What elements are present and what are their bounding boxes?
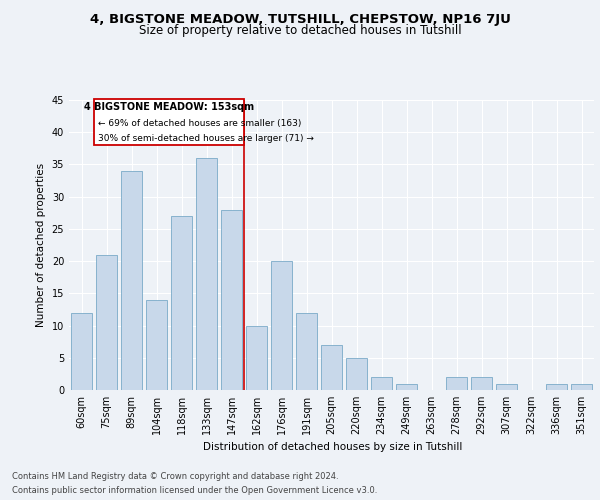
Bar [271, 261, 292, 390]
Text: 30% of semi-detached houses are larger (71) →: 30% of semi-detached houses are larger (… [98, 134, 314, 142]
Bar [321, 345, 342, 390]
Bar [546, 384, 567, 390]
Bar [71, 312, 92, 390]
Bar [471, 377, 492, 390]
Bar [371, 377, 392, 390]
Bar [171, 216, 192, 390]
Y-axis label: Number of detached properties: Number of detached properties [36, 163, 46, 327]
Bar [296, 312, 317, 390]
Bar [571, 384, 592, 390]
Text: 4 BIGSTONE MEADOW: 153sqm: 4 BIGSTONE MEADOW: 153sqm [84, 102, 254, 112]
Text: Contains HM Land Registry data © Crown copyright and database right 2024.: Contains HM Land Registry data © Crown c… [12, 472, 338, 481]
Bar [121, 171, 142, 390]
Bar [346, 358, 367, 390]
Bar [221, 210, 242, 390]
Text: Size of property relative to detached houses in Tutshill: Size of property relative to detached ho… [139, 24, 461, 37]
FancyBboxPatch shape [94, 98, 244, 145]
Text: ← 69% of detached houses are smaller (163): ← 69% of detached houses are smaller (16… [98, 120, 301, 128]
Bar [96, 254, 117, 390]
Bar [396, 384, 417, 390]
Bar [146, 300, 167, 390]
Text: Contains public sector information licensed under the Open Government Licence v3: Contains public sector information licen… [12, 486, 377, 495]
Bar [246, 326, 267, 390]
Bar [496, 384, 517, 390]
Bar [446, 377, 467, 390]
Bar [196, 158, 217, 390]
Text: 4, BIGSTONE MEADOW, TUTSHILL, CHEPSTOW, NP16 7JU: 4, BIGSTONE MEADOW, TUTSHILL, CHEPSTOW, … [89, 12, 511, 26]
Text: Distribution of detached houses by size in Tutshill: Distribution of detached houses by size … [203, 442, 463, 452]
